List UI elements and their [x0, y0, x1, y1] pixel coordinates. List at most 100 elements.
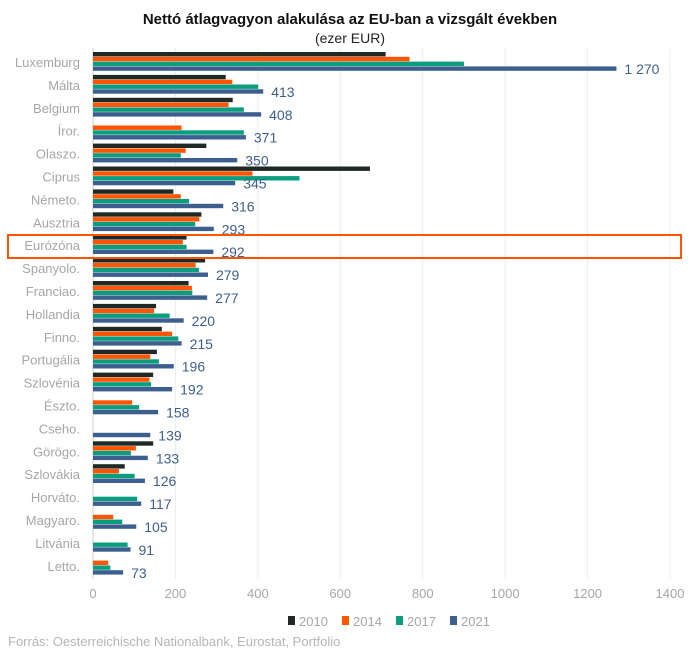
data-label: 408	[269, 107, 293, 123]
bar-2021	[93, 478, 145, 483]
chart-subtitle: (ezer EUR)	[315, 30, 385, 46]
chart-title: Nettó átlagvagyon alakulása az EU-ban a …	[143, 11, 557, 28]
bar-2021	[93, 66, 617, 71]
data-label: 126	[153, 473, 177, 489]
bar-2014	[93, 446, 136, 451]
data-label: 292	[221, 244, 245, 260]
bar-2017	[93, 542, 128, 547]
x-tick-label: 0	[89, 586, 96, 601]
bar-2010	[93, 166, 370, 171]
bar-2014	[93, 377, 150, 382]
legend-swatch	[288, 616, 295, 625]
bar-2014	[93, 262, 196, 268]
bar-2014	[93, 400, 133, 405]
category-label: Málta	[48, 78, 81, 93]
category-label: Finno.	[44, 330, 80, 345]
category-label: Spanyolo.	[22, 261, 80, 276]
category-label: Luxemburg	[15, 55, 80, 70]
bar-2010	[93, 97, 233, 103]
data-label: 277	[215, 290, 239, 306]
category-label: Horváto.	[31, 490, 80, 505]
bar-2010	[93, 326, 162, 332]
bar-2010	[93, 464, 125, 469]
bar-2021	[93, 570, 124, 575]
bar-2021	[93, 89, 264, 94]
data-label: 196	[182, 359, 206, 375]
bar-2010	[93, 235, 187, 240]
data-label: 316	[231, 198, 255, 214]
bar-2021	[93, 455, 148, 461]
bar-2021	[93, 547, 131, 552]
category-label: Ausztria	[33, 215, 81, 230]
data-label: 139	[158, 427, 182, 443]
bar-2021	[93, 112, 262, 117]
bar-2017	[93, 405, 140, 410]
category-label: Eurózóna	[24, 238, 80, 253]
bar-2017	[93, 473, 135, 479]
category-label: Szlovénia	[24, 376, 81, 391]
bar-2010	[93, 52, 386, 57]
bar-2017	[93, 450, 131, 456]
bar-2010	[93, 143, 207, 148]
legend-swatch	[396, 616, 403, 625]
data-label: 293	[222, 221, 246, 237]
bar-2017	[93, 84, 259, 89]
bar-2017	[93, 267, 199, 273]
source-note: Forrás: Oesterreichische Nationalbank, E…	[8, 634, 340, 649]
bar-2017	[93, 176, 300, 181]
legend-label: 2017	[407, 614, 436, 629]
bar-2021	[93, 409, 159, 415]
x-tick-label: 1200	[573, 586, 602, 601]
data-label: 371	[254, 130, 278, 146]
bar-2014	[93, 560, 109, 565]
bar-2021	[93, 341, 182, 346]
bar-2021	[93, 432, 151, 438]
legend-label: 2010	[299, 614, 328, 629]
bar-2014	[93, 285, 192, 291]
bar-2021	[93, 295, 208, 300]
bar-2010	[93, 441, 154, 446]
data-label: 413	[271, 84, 295, 100]
bar-2010	[93, 349, 157, 355]
bar-2014	[93, 469, 119, 474]
bar-2010	[93, 189, 174, 194]
bar-2021	[93, 364, 174, 369]
category-label: Észto.	[44, 399, 80, 414]
x-tick-label: 400	[247, 586, 269, 601]
data-label: 105	[144, 519, 168, 535]
bar-2021	[93, 226, 214, 232]
bar-2021	[93, 272, 208, 277]
bar-2014	[93, 148, 186, 153]
category-label: Magyaro.	[26, 513, 80, 528]
data-label: 345	[243, 176, 267, 192]
bar-2017	[93, 382, 152, 387]
bar-2014	[93, 514, 114, 520]
data-label: 279	[216, 267, 240, 283]
x-tick-label: 800	[412, 586, 434, 601]
data-label: 350	[245, 153, 269, 169]
legend-label: 2014	[353, 614, 382, 629]
bar-2017	[93, 244, 187, 250]
category-label: Belgium	[33, 101, 80, 116]
bar-2021	[93, 180, 236, 186]
bar-2014	[93, 331, 173, 336]
data-label: 192	[180, 382, 204, 398]
category-label: Cseho.	[39, 421, 80, 436]
legend-swatch	[342, 616, 349, 625]
bar-2021	[93, 524, 137, 529]
category-label: Ciprus	[42, 170, 80, 185]
bar-2021	[93, 135, 246, 140]
category-label: Szlovákia	[24, 467, 80, 482]
x-tick-label: 1400	[656, 586, 685, 601]
legend-swatch	[450, 616, 457, 625]
bar-2010	[93, 212, 202, 217]
bar-2021	[93, 501, 142, 506]
bar-2014	[93, 217, 200, 222]
data-label: 158	[166, 405, 190, 421]
bar-2021	[93, 249, 214, 254]
bar-2017	[93, 359, 159, 364]
data-label: 220	[192, 313, 216, 329]
bar-2010	[93, 258, 206, 263]
highlight-box	[7, 234, 682, 259]
